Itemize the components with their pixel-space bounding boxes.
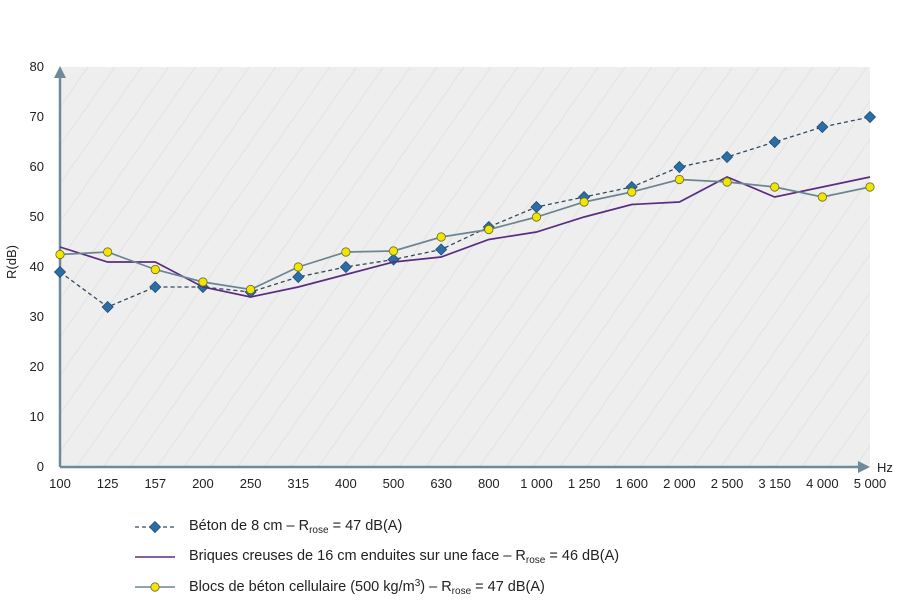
series-line-3 — [59, 178, 871, 291]
x-tick-label: 5 000 — [854, 476, 887, 491]
y-tick-label: 30 — [30, 309, 44, 324]
series-group — [53, 110, 877, 314]
x-tick-label: 630 — [430, 476, 452, 491]
data-point-circle — [198, 277, 208, 287]
data-point-diamond — [339, 260, 352, 274]
x-tick-labels: 100 125 157 200 250 315 400 500 630 800 1 000 1 250… — [49, 476, 886, 491]
x-tick-label: 1 600 — [615, 476, 648, 491]
x-axis-arrow — [858, 461, 870, 473]
y-tick-label: 20 — [30, 359, 44, 374]
y-tick-label: 10 — [30, 409, 44, 424]
data-point-circle — [436, 232, 446, 242]
x-tick-label: 4 000 — [806, 476, 839, 491]
data-point-circle — [103, 247, 113, 257]
legend-label-beton: Béton de 8 cm – Rrose = 47 dB(A) — [189, 518, 403, 536]
y-tick-label: 0 — [37, 459, 44, 474]
legend-label-cellulaire: Blocs de béton cellulaire (500 kg/m3) – … — [189, 577, 545, 597]
data-point-diamond — [863, 110, 877, 124]
plot-area — [60, 67, 870, 467]
y-tick-label: 40 — [30, 259, 44, 274]
data-point-circle — [579, 197, 589, 207]
legend-item-briques: Briques creuses de 16 cm enduites sur un… — [135, 542, 619, 572]
y-tick-label: 80 — [30, 59, 44, 74]
y-tick-label: 70 — [30, 109, 44, 124]
chart: 0 10 20 30 40 50 60 70 80 100 125 157 200 250 315 400 5… — [4, 59, 893, 491]
x-tick-label: 1 000 — [520, 476, 553, 491]
x-tick-label: 2 500 — [711, 476, 744, 491]
x-tick-label: 400 — [335, 476, 357, 491]
x-tick-label: 2 000 — [663, 476, 696, 491]
data-point-circle — [627, 187, 637, 197]
data-point-diamond — [101, 300, 114, 314]
data-point-circle — [341, 247, 351, 257]
data-point-diamond — [768, 135, 781, 149]
x-tick-label: 500 — [383, 476, 405, 491]
data-point-diamond — [816, 120, 829, 134]
data-point-diamond — [720, 150, 734, 164]
legend-swatch-dashed-diamond — [135, 520, 175, 534]
data-point-circle — [388, 246, 399, 256]
data-point-diamond — [292, 270, 305, 284]
data-point-circle — [484, 224, 494, 235]
data-point-circle — [722, 177, 732, 187]
y-axis-label: R(dB) — [4, 245, 19, 279]
series-line-1 — [59, 116, 871, 308]
x-tick-label: 125 — [97, 476, 119, 491]
legend-swatch-circle — [135, 582, 175, 592]
y-tick-label: 60 — [30, 159, 44, 174]
y-axis-arrow — [54, 66, 66, 78]
legend: Béton de 8 cm – Rrose = 47 dB(A) Briques… — [135, 512, 619, 602]
x-tick-label: 157 — [144, 476, 166, 491]
data-point-circle — [674, 174, 685, 185]
data-point-diamond — [673, 160, 686, 174]
data-point-circle — [865, 182, 875, 192]
x-tick-label: 315 — [287, 476, 309, 491]
x-tick-label: 800 — [478, 476, 500, 491]
x-tick-label: 100 — [49, 476, 71, 491]
x-tick-label: 1 250 — [568, 476, 601, 491]
legend-swatch-purple-line — [135, 556, 175, 558]
data-point-diamond — [149, 280, 162, 294]
data-point-circle — [245, 284, 256, 295]
data-point-circle — [150, 264, 160, 275]
x-tick-label: 250 — [240, 476, 262, 491]
y-tick-label: 50 — [30, 209, 44, 224]
x-tick-label: 3 150 — [758, 476, 791, 491]
legend-label-briques: Briques creuses de 16 cm enduites sur un… — [189, 548, 620, 566]
data-point-circle — [817, 192, 827, 202]
data-point-diamond — [53, 265, 67, 279]
data-point-circle — [770, 182, 780, 192]
legend-item-cellulaire: Blocs de béton cellulaire (500 kg/m3) – … — [135, 572, 619, 602]
y-tick-labels: 0 10 20 30 40 50 60 70 80 — [30, 59, 44, 474]
series-line-2 — [59, 176, 871, 298]
data-point-circle — [531, 212, 542, 222]
data-point-diamond — [435, 243, 448, 256]
x-axis-unit: Hz — [877, 460, 893, 475]
data-point-circle — [55, 249, 65, 260]
legend-item-beton: Béton de 8 cm – Rrose = 47 dB(A) — [135, 512, 619, 542]
data-point-circle — [293, 262, 303, 272]
x-tick-label: 200 — [192, 476, 214, 491]
